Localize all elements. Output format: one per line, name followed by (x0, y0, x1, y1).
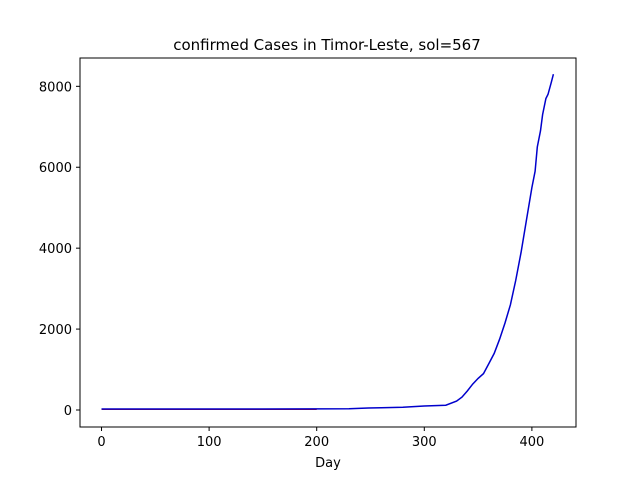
plot-area (101, 74, 555, 410)
chart-title: confirmed Cases in Timor-Leste, sol=567 (173, 36, 481, 54)
y-tick-label: 8000 (39, 80, 72, 95)
x-tick-label: 0 (97, 435, 105, 450)
x-tick-label: 100 (197, 435, 222, 450)
x-tick-label: 300 (412, 435, 437, 450)
y-tick-label: 6000 (39, 161, 72, 176)
y-tick-label: 0 (64, 404, 72, 419)
x-axis-label: Day (315, 456, 341, 471)
x-tick-label: 200 (304, 435, 329, 450)
x-tick-label: 400 (519, 435, 544, 450)
plot-frame (79, 57, 577, 428)
y-axis: 0 2000 4000 6000 8000 (39, 80, 80, 419)
y-tick-label: 2000 (39, 323, 72, 338)
y-tick-label: 4000 (39, 242, 72, 257)
series-line-1 (101, 74, 555, 410)
x-axis: 0 100 200 300 400 (97, 427, 544, 450)
